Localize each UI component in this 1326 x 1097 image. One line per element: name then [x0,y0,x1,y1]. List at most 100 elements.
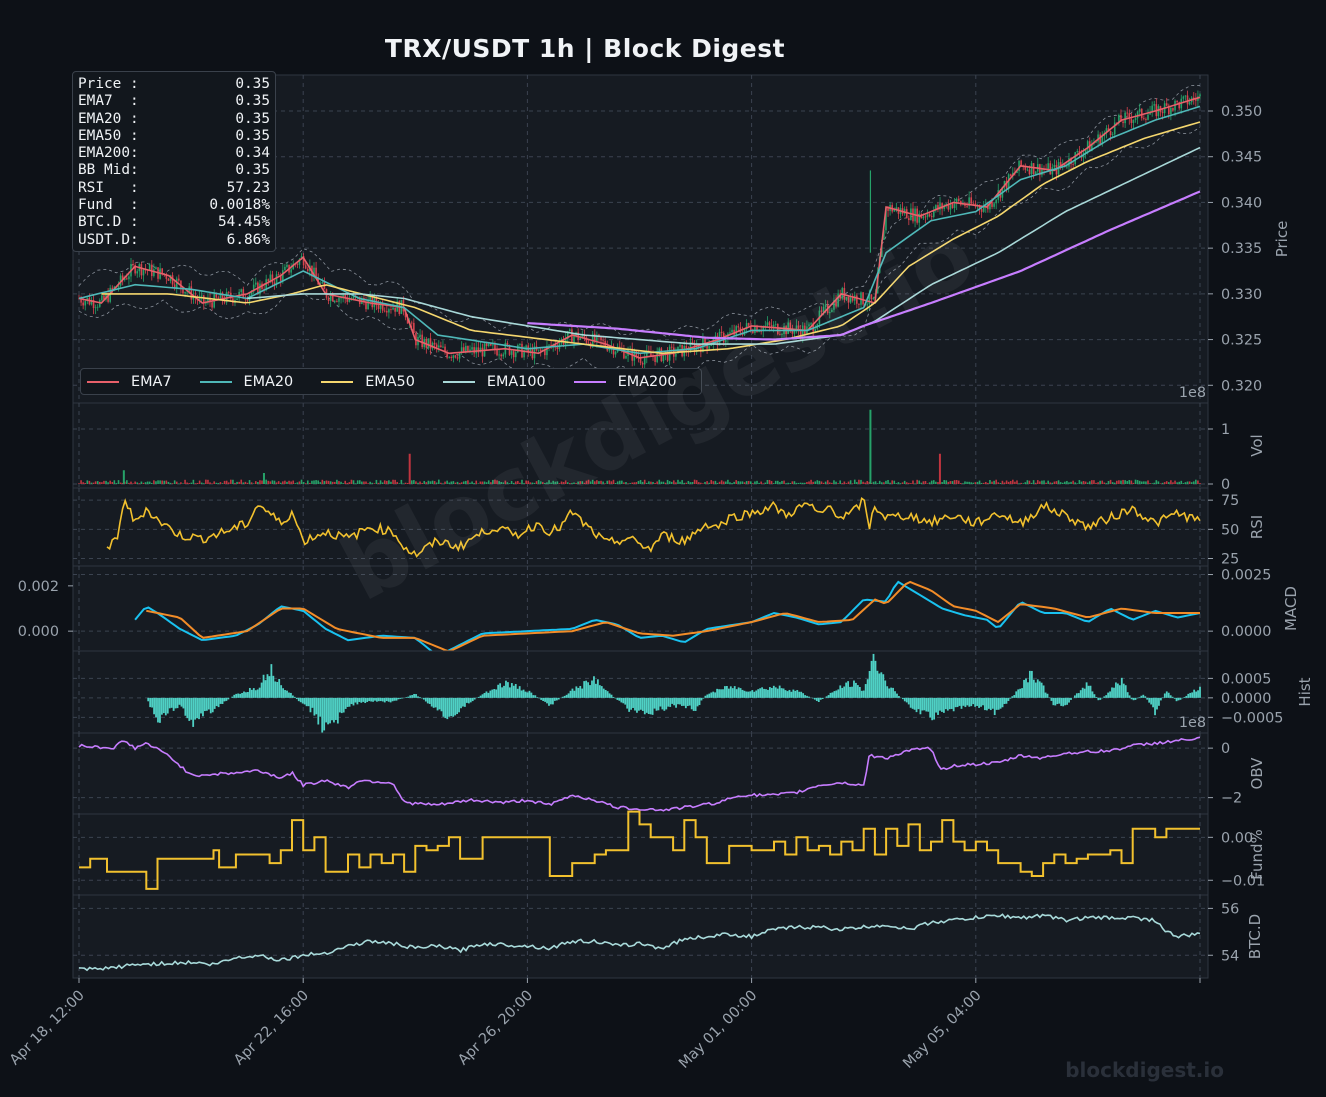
volume-bar [404,482,407,484]
volume-bar [250,482,253,484]
histogram-bar [907,697,910,705]
volume-bar [677,479,679,484]
volume-bar [591,479,594,484]
volume-bar [727,479,729,484]
candle-body [546,345,548,356]
y-tick-label: 0.0005 [1221,671,1271,687]
volume-bar [841,483,844,484]
histogram-bar [614,697,617,699]
volume-bar [175,481,178,484]
volume-bar [487,480,490,484]
candle-body [720,331,723,333]
volume-bar [608,480,611,484]
volume-bar [564,480,567,484]
histogram-bar [1042,685,1045,698]
histogram-bar [745,691,748,698]
volume-bar [1003,482,1006,484]
histogram-bar [149,697,152,708]
candle-body [789,322,792,330]
histogram-bar [243,691,245,698]
candle-body [489,343,492,346]
histogram-bar [610,694,613,698]
volume-bar [275,482,278,484]
volume-bar [417,482,419,484]
volume-bar [762,483,765,484]
histogram-bar [276,681,279,698]
candle-body [639,358,642,363]
candle-body [186,291,188,293]
y-tick-label: 0.0000 [1221,691,1271,707]
candle-body [625,355,627,359]
histogram-bar [170,697,173,708]
candle-body [831,309,833,313]
candle-body [373,297,376,308]
volume-bar [1080,481,1083,484]
volume-bar [292,480,295,484]
volume-bar [978,480,981,484]
candle-body [1030,163,1033,175]
histogram-bar [307,697,310,707]
info-row-price: Price :0.35 [78,76,270,93]
volume-bar [687,480,690,484]
candle-body [957,198,960,202]
histogram-bar [205,697,208,711]
volume-bar [708,482,710,484]
volume-bar [818,480,821,484]
bollinger-upper [78,85,1201,338]
histogram-bar [235,693,238,698]
histogram-bar [1011,696,1014,698]
histogram-bar [419,697,421,698]
volume-bar [279,482,282,484]
volume-bar [799,482,802,484]
volume-bar [670,481,673,484]
histogram-bar [724,686,726,698]
histogram-bar [733,686,736,698]
histogram-bar [706,694,709,698]
candle-body [101,295,103,301]
candle-body [928,214,931,217]
histogram-bar [937,697,939,715]
candle-body [200,295,203,297]
candle-body [1072,164,1074,165]
candle-body [824,304,827,307]
candle-body [833,300,835,310]
volume-bar [903,480,906,484]
info-row-ema200: EMA200: 0.34 [78,145,270,162]
candle-body [327,297,330,301]
candle-body [190,286,193,300]
volume-bar [103,480,105,484]
volume-bar [991,481,993,484]
histogram-bar [1113,687,1115,698]
volume-bar [460,482,463,484]
histogram-bar [1177,697,1180,701]
candle-body [431,342,434,349]
histogram-bar [434,697,437,708]
volume-bar [98,481,101,484]
candle-body [768,322,771,326]
volume-bar [1057,480,1060,484]
candle-body [198,296,201,301]
histogram-bar [286,690,288,698]
volume-bar [142,482,145,484]
volume-bar [329,481,332,484]
histogram-bar [510,683,513,698]
candle-body [338,297,340,302]
histogram-bar [636,697,638,713]
histogram-bar [812,697,814,699]
info-label: EMA50 : [78,127,139,144]
candle-body [941,203,943,210]
volume-bar [161,480,163,484]
volume-bar [265,479,267,484]
histogram-bar [921,697,924,711]
volume-bar [96,481,99,484]
histogram-bar [925,697,928,712]
histogram-bar [753,691,756,698]
volume-bar [1082,480,1085,484]
volume-bar [972,482,975,484]
volume-bar [190,482,193,484]
histogram-bar [336,697,339,724]
histogram-bar [669,697,672,707]
candle-body [1170,108,1172,115]
volume-bar [745,481,748,484]
histogram-bar [204,697,206,712]
